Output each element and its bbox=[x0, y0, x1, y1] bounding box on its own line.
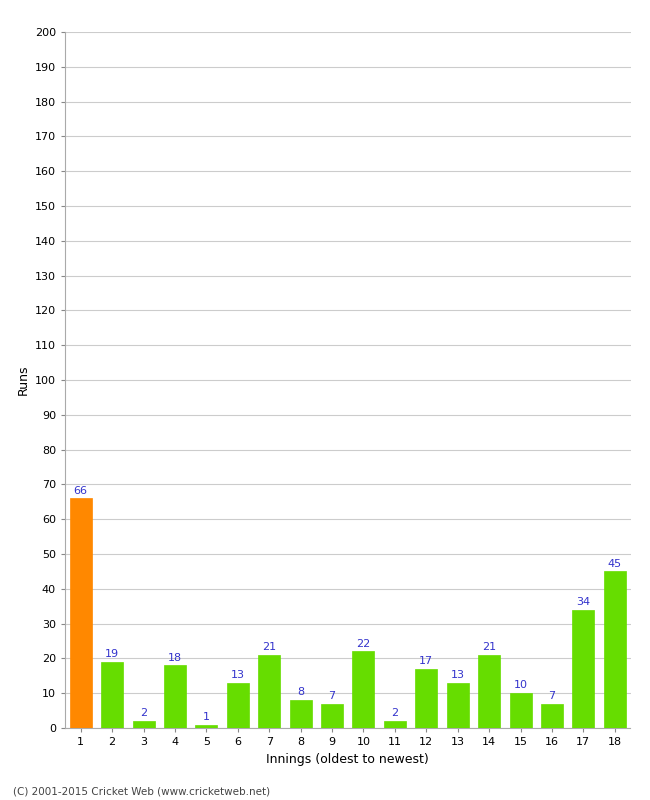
Text: 7: 7 bbox=[328, 691, 335, 701]
Bar bbox=[196, 725, 217, 728]
Text: 21: 21 bbox=[482, 642, 496, 652]
Bar bbox=[227, 682, 249, 728]
Bar bbox=[290, 700, 311, 728]
Text: 19: 19 bbox=[105, 649, 119, 659]
Text: 45: 45 bbox=[608, 558, 622, 569]
Bar bbox=[415, 669, 437, 728]
Text: 21: 21 bbox=[262, 642, 276, 652]
Bar bbox=[352, 651, 374, 728]
Bar bbox=[573, 610, 594, 728]
Bar bbox=[101, 662, 123, 728]
Bar bbox=[164, 666, 186, 728]
Text: 8: 8 bbox=[297, 687, 304, 698]
Text: 17: 17 bbox=[419, 656, 434, 666]
Bar bbox=[604, 571, 626, 728]
Text: 13: 13 bbox=[231, 670, 245, 680]
Bar bbox=[133, 721, 155, 728]
Text: (C) 2001-2015 Cricket Web (www.cricketweb.net): (C) 2001-2015 Cricket Web (www.cricketwe… bbox=[13, 786, 270, 796]
Bar bbox=[478, 655, 500, 728]
Bar bbox=[541, 704, 563, 728]
Bar bbox=[447, 682, 469, 728]
X-axis label: Innings (oldest to newest): Innings (oldest to newest) bbox=[266, 753, 429, 766]
Text: 2: 2 bbox=[140, 708, 147, 718]
Bar bbox=[258, 655, 280, 728]
Text: 7: 7 bbox=[549, 691, 556, 701]
Bar bbox=[384, 721, 406, 728]
Text: 13: 13 bbox=[450, 670, 465, 680]
Text: 2: 2 bbox=[391, 708, 398, 718]
Text: 22: 22 bbox=[356, 638, 370, 649]
Bar bbox=[510, 693, 532, 728]
Text: 18: 18 bbox=[168, 653, 182, 662]
Text: 10: 10 bbox=[514, 681, 528, 690]
Text: 34: 34 bbox=[577, 597, 590, 607]
Bar bbox=[70, 498, 92, 728]
Text: 1: 1 bbox=[203, 712, 210, 722]
Bar bbox=[321, 704, 343, 728]
Y-axis label: Runs: Runs bbox=[16, 365, 29, 395]
Text: 66: 66 bbox=[73, 486, 88, 495]
